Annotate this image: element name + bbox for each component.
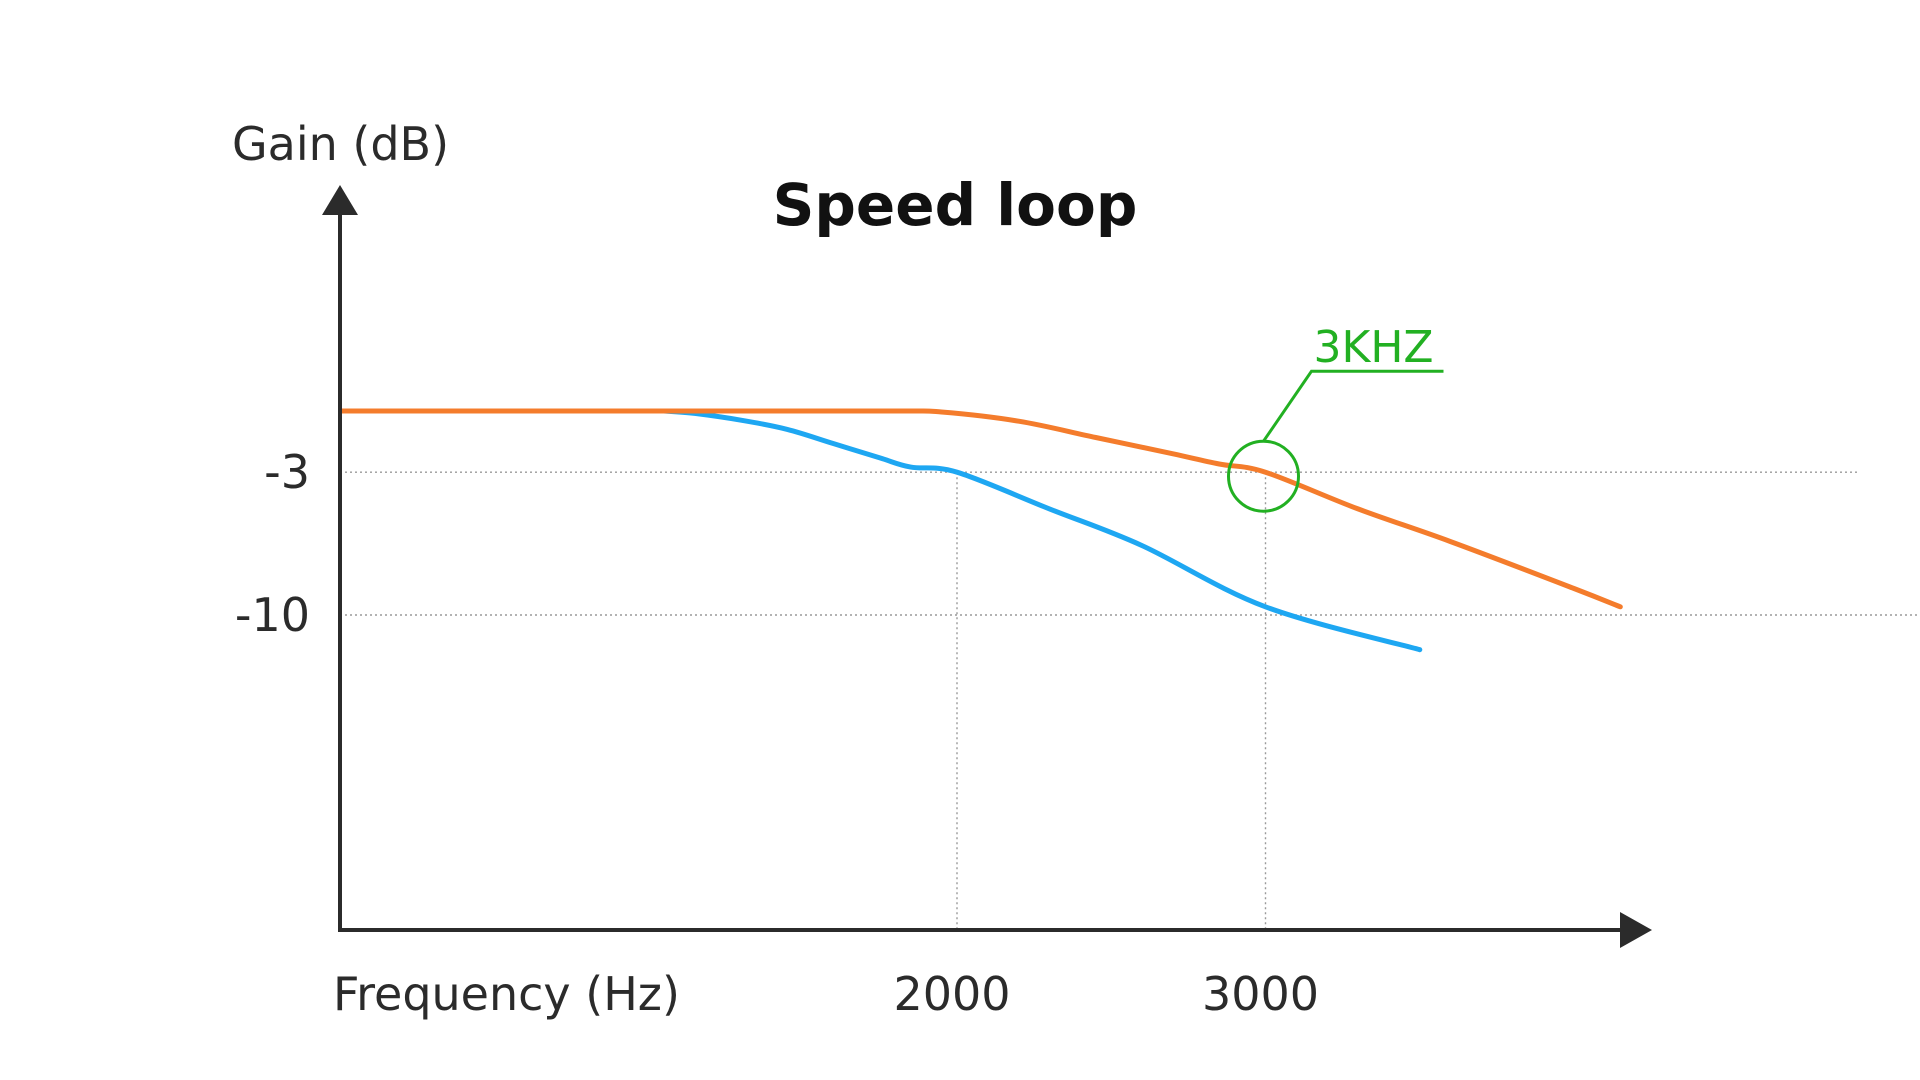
annotation-leader (1262, 369, 1444, 443)
series-layer (340, 408, 1623, 653)
annotation-circle (1227, 439, 1300, 513)
series-line-blue (661, 408, 1423, 653)
annotation-3khz: 3KHZ (1227, 322, 1444, 513)
series-line-orange (340, 408, 1623, 610)
annotation-label: 3KHZ (1314, 322, 1434, 373)
x-axis-arrow-icon (1620, 912, 1652, 948)
y-axis-arrow-icon (322, 185, 358, 215)
y-axis-label: Gain (dB) (232, 117, 449, 171)
gridlines (340, 471, 1920, 928)
y-tick-label: -3 (264, 445, 310, 499)
y-tick-labels: -3 -10 (235, 445, 310, 642)
x-tick-label: 2000 (893, 967, 1010, 1021)
x-tick-labels: 2000 3000 (893, 967, 1319, 1021)
y-tick-label: -10 (235, 588, 310, 642)
x-tick-label: 3000 (1202, 967, 1319, 1021)
chart-title: Speed loop (773, 171, 1138, 239)
x-axis-label: Frequency (Hz) (333, 967, 680, 1021)
